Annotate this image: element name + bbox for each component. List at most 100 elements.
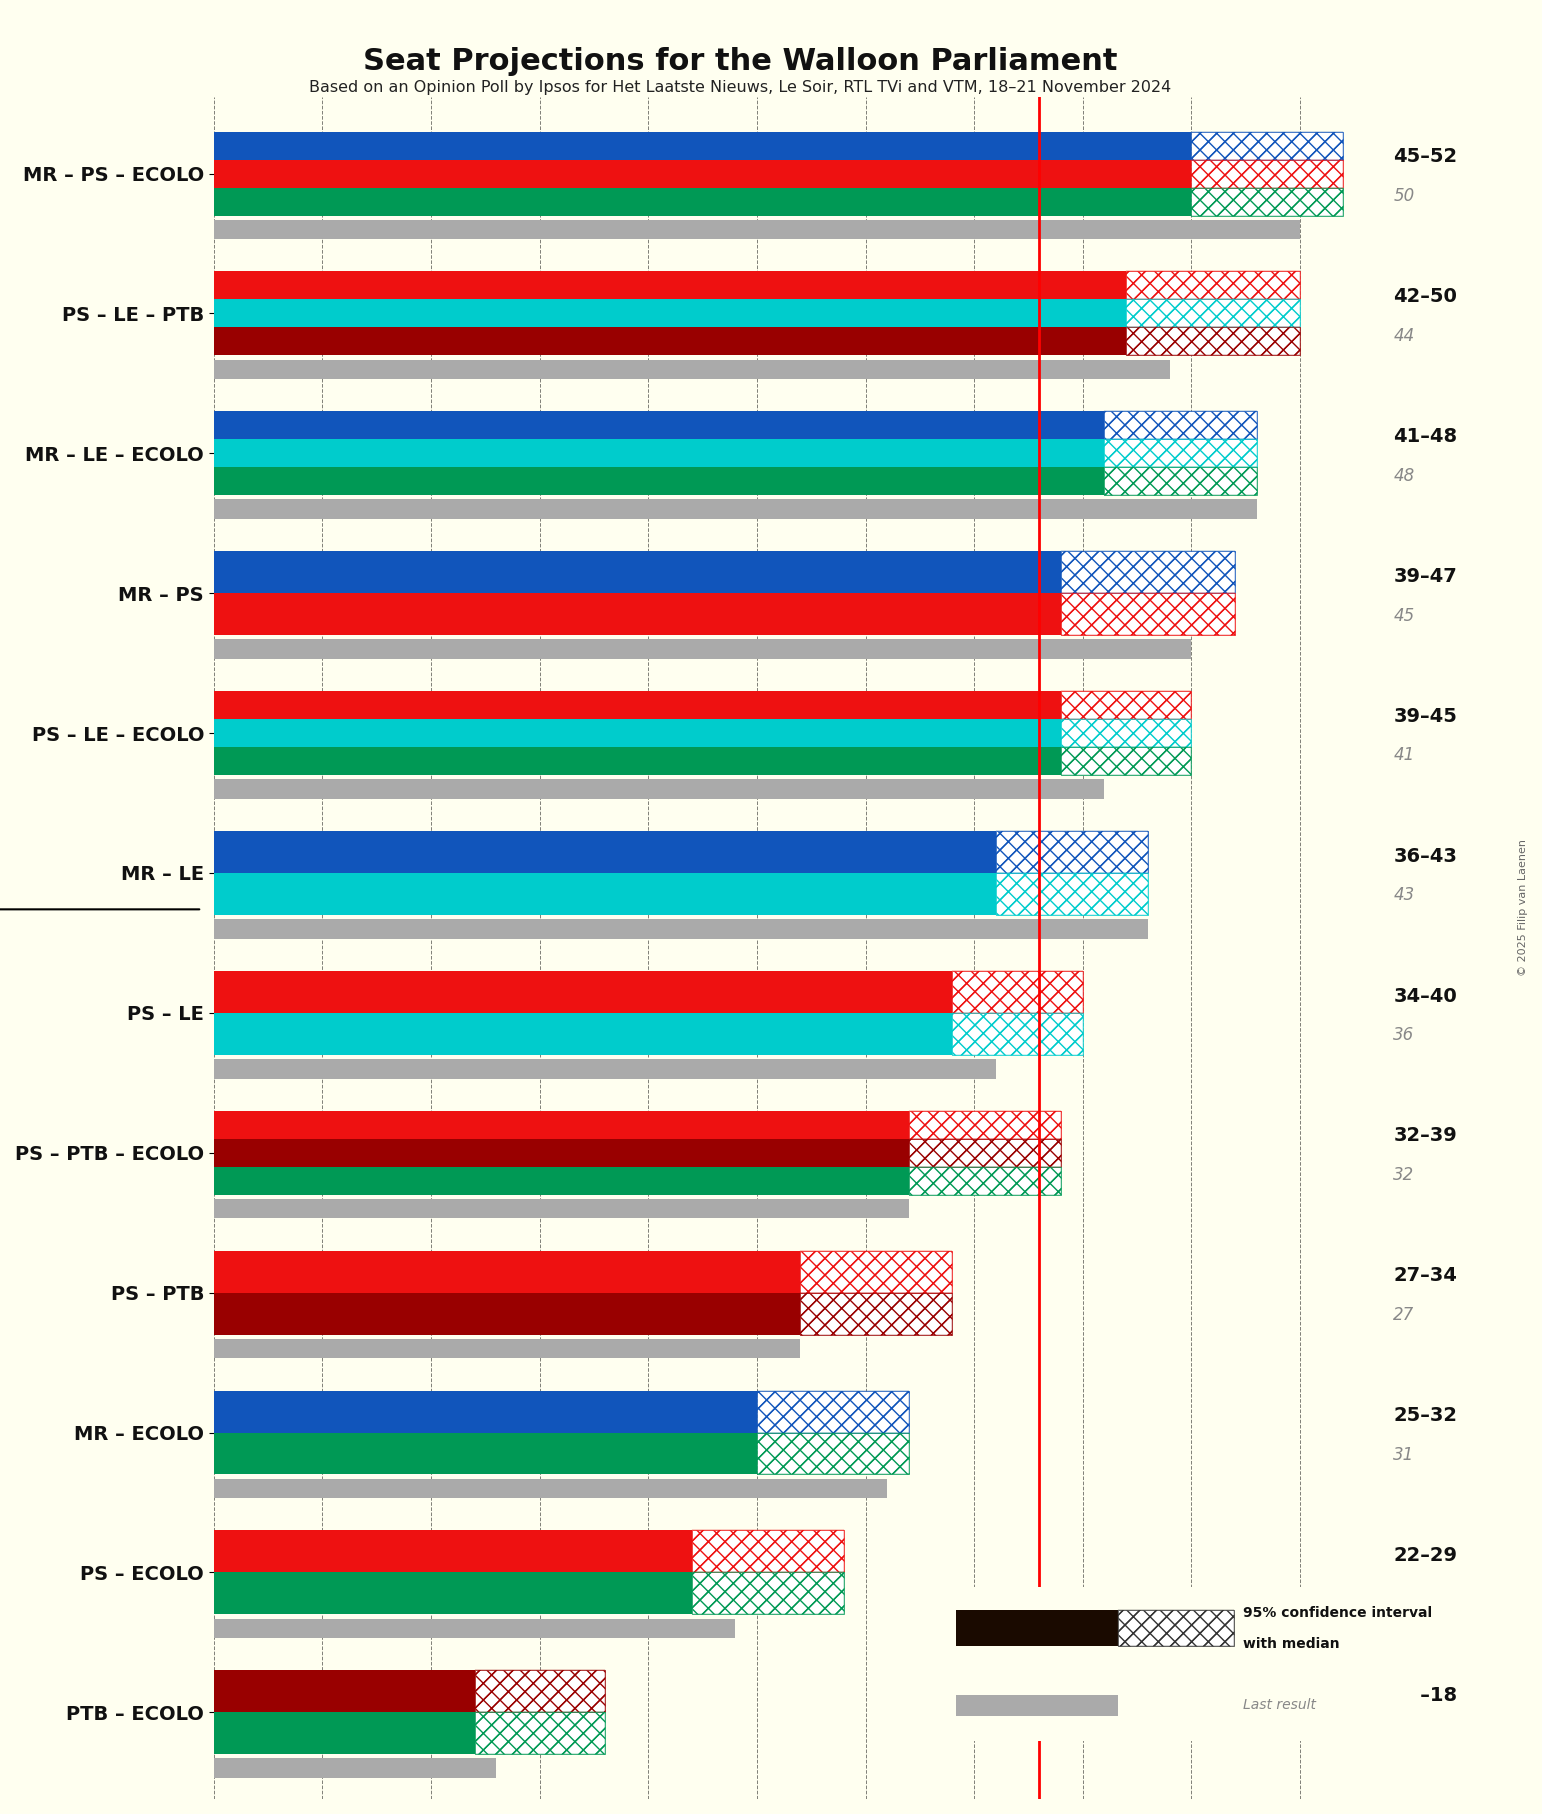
Text: 24: 24 [1394, 1585, 1414, 1604]
Text: 45–52: 45–52 [1394, 147, 1457, 167]
Text: Last result: Last result [1243, 1698, 1315, 1712]
Bar [214, 1250, 800, 1293]
Bar [800, 1293, 953, 1335]
Text: 22–29: 22–29 [1394, 1546, 1457, 1565]
Bar [214, 1433, 757, 1475]
Bar [1104, 412, 1257, 439]
Text: Seat Projections for the Walloon Parliament: Seat Projections for the Walloon Parliam… [362, 47, 1118, 76]
Bar [908, 1110, 1061, 1139]
Bar [214, 1671, 475, 1712]
Text: Based on an Opinion Poll by Ipsos for Het Laatste Nieuws, Le Soir, RTL TVi and V: Based on an Opinion Poll by Ipsos for He… [308, 80, 1172, 94]
Bar [908, 1139, 1061, 1166]
Bar [757, 1391, 908, 1433]
Bar [214, 468, 1104, 495]
Bar [214, 718, 1061, 747]
Bar [908, 1110, 1061, 1139]
Bar [214, 1618, 736, 1638]
Bar [953, 1012, 1082, 1054]
Bar [475, 1671, 604, 1712]
Bar [214, 1758, 497, 1778]
Bar [1126, 328, 1300, 356]
Text: with median: with median [1243, 1636, 1340, 1651]
Bar [692, 1531, 843, 1573]
Text: 12–18: 12–18 [1394, 1685, 1457, 1705]
Bar [1192, 187, 1343, 216]
Bar [757, 1433, 908, 1475]
Bar [956, 1611, 1118, 1647]
Bar [1118, 1611, 1234, 1647]
Text: 42–50: 42–50 [1394, 287, 1457, 307]
Bar [214, 132, 1192, 160]
Bar [1061, 691, 1192, 718]
Bar [214, 1573, 692, 1614]
Bar [214, 412, 1104, 439]
Bar [996, 873, 1147, 914]
Bar [214, 1199, 908, 1219]
Text: 27: 27 [1394, 1306, 1414, 1324]
Bar [214, 499, 1257, 519]
Bar [214, 639, 1192, 658]
Text: 48: 48 [1394, 466, 1414, 484]
Text: 95% confidence interval: 95% confidence interval [1243, 1605, 1433, 1620]
Bar [1126, 299, 1300, 328]
Bar [214, 551, 1061, 593]
Bar [214, 1139, 908, 1166]
Bar [214, 1110, 908, 1139]
Text: 32–39: 32–39 [1394, 1126, 1457, 1145]
Text: 32: 32 [1394, 1166, 1414, 1185]
Text: 13: 13 [1394, 1725, 1414, 1743]
Bar [214, 831, 996, 873]
Bar [1126, 272, 1300, 299]
Text: 45: 45 [1394, 606, 1414, 624]
Bar [214, 691, 1061, 718]
Bar [214, 873, 996, 914]
Text: 31: 31 [1394, 1446, 1414, 1464]
Bar [214, 1293, 800, 1335]
Bar [214, 1391, 757, 1433]
Bar [214, 1166, 908, 1195]
Bar [1118, 1611, 1234, 1647]
Bar [1061, 691, 1192, 718]
Bar [1061, 747, 1192, 775]
Bar [214, 1339, 800, 1359]
Bar [1061, 593, 1235, 635]
Bar [1061, 551, 1235, 593]
Bar [475, 1712, 604, 1754]
Bar [996, 831, 1147, 873]
Bar [214, 359, 1170, 379]
Bar [800, 1250, 953, 1293]
Bar [214, 439, 1104, 468]
Bar [1104, 439, 1257, 468]
Bar [996, 873, 1147, 914]
Bar [1061, 718, 1192, 747]
Bar [475, 1671, 604, 1712]
Bar [214, 328, 1126, 356]
Bar [214, 1712, 475, 1754]
Bar [1061, 718, 1192, 747]
Bar [908, 1166, 1061, 1195]
Bar [953, 970, 1082, 1012]
Bar [956, 1694, 1118, 1716]
Bar [1192, 187, 1343, 216]
Bar [1061, 747, 1192, 775]
Bar [1192, 132, 1343, 160]
Bar [1104, 439, 1257, 468]
Text: 36: 36 [1394, 1027, 1414, 1045]
Bar [953, 970, 1082, 1012]
Bar [214, 1478, 887, 1498]
Bar [214, 160, 1192, 187]
Bar [1192, 160, 1343, 187]
Bar [214, 299, 1126, 328]
Bar [1126, 328, 1300, 356]
Text: 27–34: 27–34 [1394, 1266, 1457, 1286]
Bar [1104, 468, 1257, 495]
Bar [1192, 132, 1343, 160]
Bar [1104, 468, 1257, 495]
Text: 39–45: 39–45 [1394, 707, 1457, 726]
Bar [757, 1433, 908, 1475]
Bar [800, 1250, 953, 1293]
Text: 44: 44 [1394, 327, 1414, 345]
Bar [908, 1166, 1061, 1195]
Bar [1104, 412, 1257, 439]
Bar [692, 1573, 843, 1614]
